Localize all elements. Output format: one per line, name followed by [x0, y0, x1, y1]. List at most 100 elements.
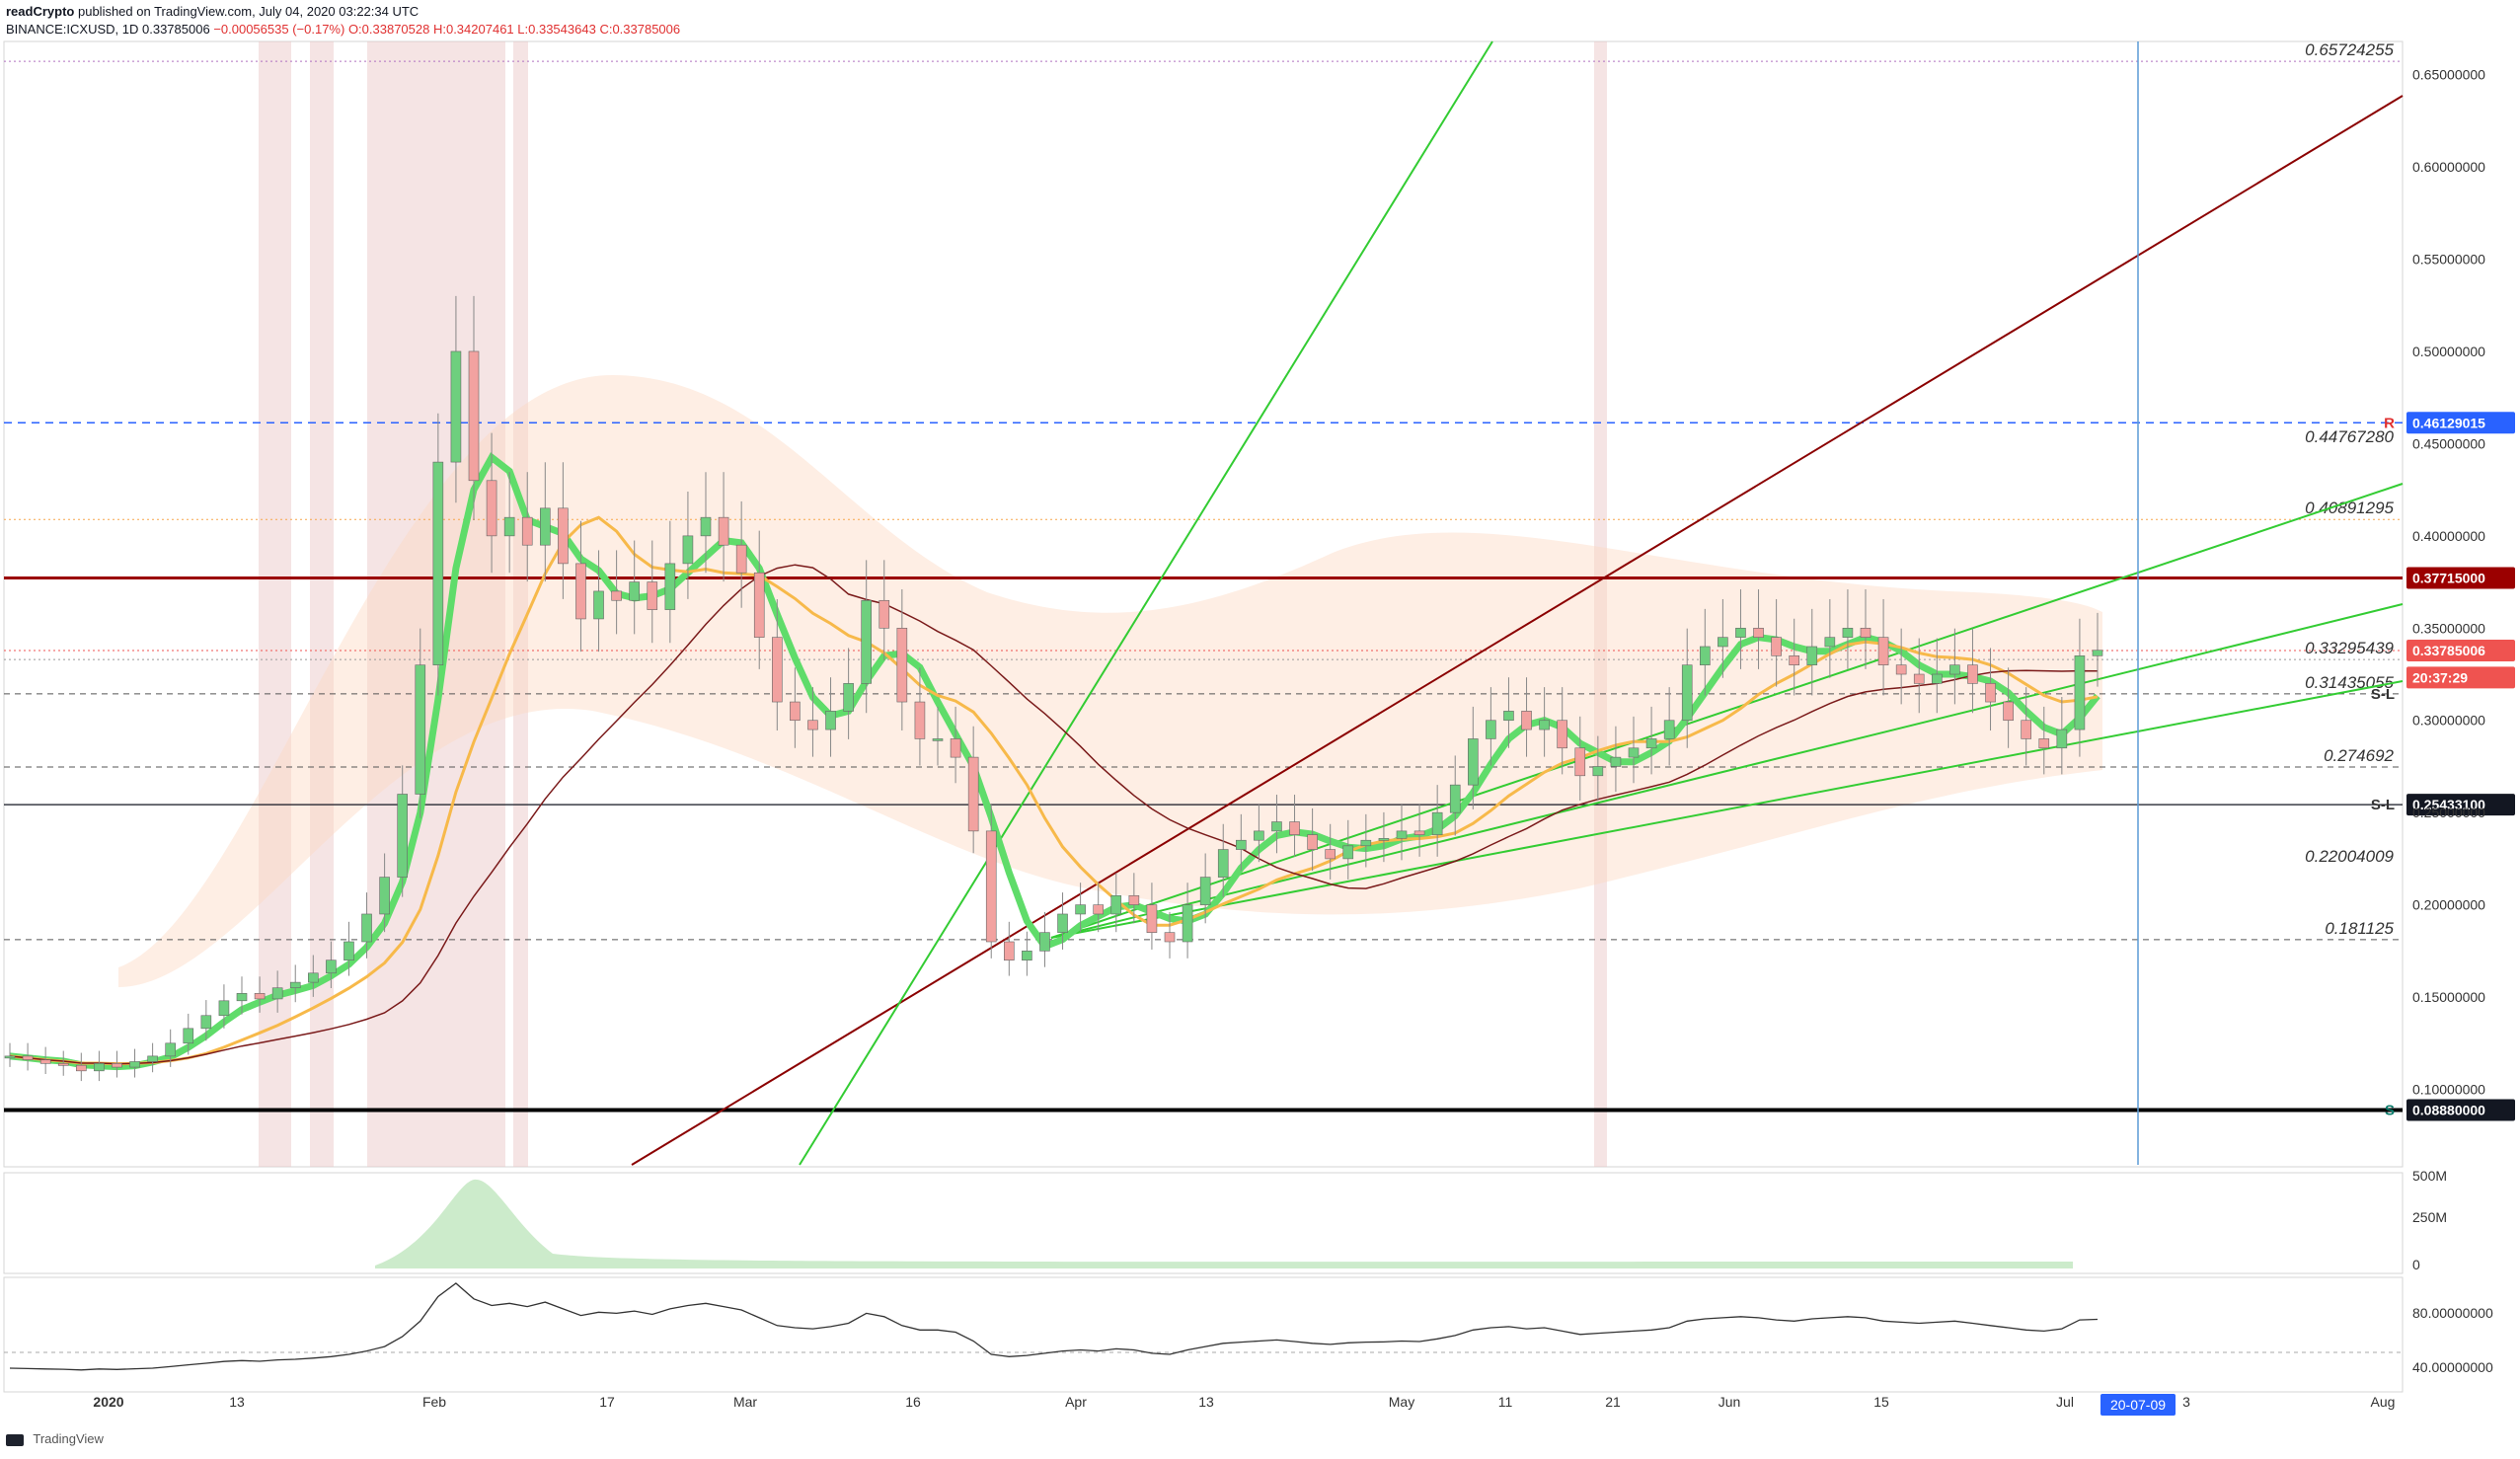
- candle-body: [1771, 637, 1782, 656]
- candle-body: [2021, 720, 2031, 739]
- candle-body: [1860, 627, 1871, 638]
- oscillator-line: [9, 1282, 2099, 1371]
- candle-body: [682, 535, 694, 565]
- time-axis[interactable]: 2020 13 Feb 17 Mar 16 Apr 13 May 11 21 Jun 15 Jul 3 Aug…: [93, 1394, 2395, 1416]
- candle-body: [1449, 784, 1461, 813]
- candle-body: [379, 877, 390, 915]
- author-name[interactable]: readCrypto: [6, 4, 75, 19]
- cursor-date-label: 20-07-09: [2110, 1397, 2166, 1413]
- candle-body: [2056, 729, 2068, 749]
- highlight-band-3: [513, 41, 528, 1167]
- candle-body: [1895, 664, 1907, 675]
- candle-body: [147, 1055, 158, 1062]
- candle-body: [94, 1063, 105, 1072]
- volume-tick-label: 0: [2412, 1257, 2420, 1272]
- candle-body: [878, 599, 890, 629]
- level-tag-box: [2406, 1099, 2515, 1121]
- candle-body: [415, 664, 426, 795]
- high-value: H:0.34207461: [432, 22, 514, 37]
- level-label: 0.274692: [2324, 746, 2394, 765]
- price-tick-label: 0.30000000: [2412, 713, 2485, 729]
- level-label: 0.46129015: [2412, 415, 2485, 430]
- candle-body: [1735, 627, 1746, 638]
- price-axis[interactable]: 0.65000000 0.60000000 0.55000000 0.50000000…: [2412, 67, 2485, 1098]
- candle-body: [914, 701, 926, 739]
- candle-body: [611, 590, 622, 601]
- candle-body: [1217, 849, 1229, 878]
- level-label: 20:37:29: [2412, 669, 2468, 685]
- candle-body: [1539, 720, 1550, 730]
- candle-body: [1700, 646, 1711, 665]
- level-label: 0.25433100: [2412, 797, 2485, 812]
- candle-body: [647, 581, 658, 610]
- ma-fast-line: [9, 452, 2100, 1071]
- price-tick-label: 0.20000000: [2412, 897, 2485, 913]
- time-tick-label: 3: [2182, 1394, 2190, 1410]
- candle-body: [1574, 747, 1586, 777]
- trendline-flat: [1050, 603, 2404, 939]
- trendline-steep: [799, 40, 1493, 1166]
- candle-body: [200, 1015, 212, 1030]
- candle-body: [753, 572, 765, 638]
- time-tick-label: Aug: [2371, 1394, 2396, 1410]
- osc-tick-label: 40.00000000: [2412, 1359, 2493, 1375]
- candle-body: [1681, 664, 1693, 722]
- candle-body: [432, 461, 444, 665]
- candle-body: [39, 1059, 51, 1064]
- candle-body: [593, 590, 604, 620]
- candle-body: [932, 738, 944, 741]
- level-tag: S: [2385, 1102, 2395, 1118]
- candle-body: [1824, 637, 1836, 648]
- level-label: 0.181125: [2325, 919, 2394, 938]
- candle-body: [700, 516, 712, 537]
- candle-body: [1360, 839, 1372, 847]
- candle-body: [664, 563, 676, 610]
- time-tick-label: 13: [229, 1394, 245, 1410]
- candle-body: [1271, 821, 1282, 832]
- ma-medium-line: [9, 515, 2099, 1066]
- time-tick-label: Mar: [733, 1394, 757, 1410]
- level-label: 0.08880000: [2412, 1102, 2485, 1117]
- footer: TradingView: [6, 1431, 104, 1455]
- level-tag-box: [2406, 567, 2515, 589]
- candle-body: [450, 350, 462, 463]
- candle-body: [1039, 932, 1050, 952]
- open-value: O:0.33870528: [347, 22, 430, 37]
- time-tick-label: 21: [1605, 1394, 1621, 1410]
- volume-tick-label: 500M: [2412, 1168, 2447, 1184]
- time-tick-label: Jul: [2056, 1394, 2074, 1410]
- candle-body: [1431, 811, 1443, 835]
- candle-body: [950, 738, 961, 758]
- candle-body: [1199, 877, 1211, 905]
- candle-body: [1521, 711, 1532, 730]
- candle-body: [1396, 830, 1408, 839]
- candle-body: [1789, 655, 1799, 665]
- trendline-resistance: [631, 95, 2404, 1166]
- candle-body: [361, 913, 372, 943]
- candle-body: [1182, 904, 1193, 943]
- candles-layer: [4, 295, 2103, 1082]
- candle-body: [575, 563, 586, 620]
- candle-body: [967, 756, 979, 832]
- level-label: 0.40891295: [2305, 499, 2394, 517]
- volume-area: [375, 1179, 2073, 1268]
- footer-brand: TradingView: [33, 1431, 104, 1446]
- candle-body: [1254, 830, 1264, 841]
- candle-body: [1985, 683, 1996, 703]
- candle-body: [326, 960, 337, 974]
- symbol-label[interactable]: BINANCE:ICXUSD, 1D: [6, 22, 139, 37]
- candle-body: [1718, 637, 1728, 648]
- publish-info: published on TradingView.com, July 04, 2…: [77, 4, 420, 19]
- level-tag: R: [2384, 415, 2395, 431]
- trendline-low: [1050, 680, 2404, 939]
- price-change: −0.00056535 (−0.17%): [213, 22, 345, 37]
- candle-body: [1753, 627, 1764, 638]
- candle-body: [2003, 701, 2014, 722]
- candle-body: [129, 1061, 140, 1068]
- candle-body: [1468, 738, 1479, 786]
- candle-body: [1128, 894, 1140, 905]
- candle-body: [540, 507, 551, 546]
- time-tick-label: 16: [905, 1394, 921, 1410]
- time-tick-label: 2020: [93, 1394, 123, 1410]
